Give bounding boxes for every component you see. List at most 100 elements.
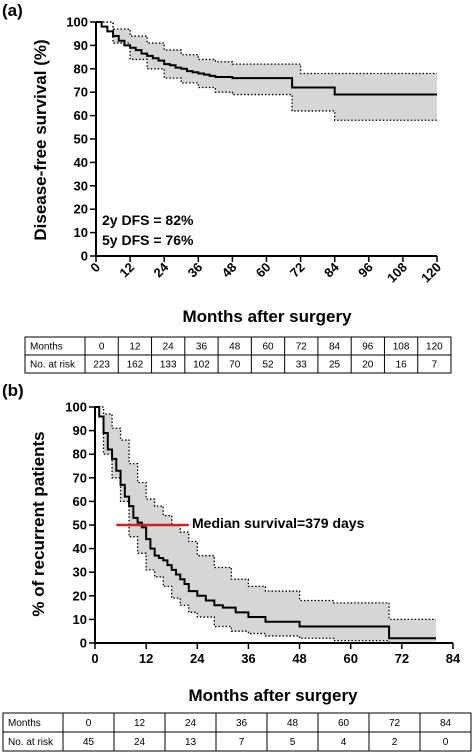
risk-table-month: 72	[389, 718, 401, 729]
y-axis-title: Disease-free survival (%)	[31, 39, 50, 240]
y-tick-label: 10	[73, 612, 87, 627]
risk-table-row-label: No. at risk	[30, 360, 76, 371]
risk-table-at-risk: 13	[185, 737, 197, 748]
panel-a: (a) 0 10 20 30 40 50 60 70 80 90 100 0 12 24 36 48 60 72 8…	[2, 1, 452, 374]
annotation-median-survival: Median survival=379 days	[192, 515, 365, 531]
risk-table-month: 24	[163, 342, 175, 353]
risk-table-month: 60	[338, 718, 350, 729]
y-tick-label: 20	[73, 588, 87, 603]
y-tick-label: 100	[65, 400, 87, 415]
ci-band	[95, 407, 436, 643]
risk-table-at-risk: 16	[396, 360, 408, 371]
risk-table-row-label: No. at risk	[8, 737, 54, 748]
axes: 0 10 20 30 40 50 60 70 80 90 100 0 12 24 36 48 60 72 84	[65, 400, 461, 667]
risk-table-month: 12	[134, 718, 146, 729]
y-tick-label: 60	[74, 108, 88, 123]
y-tick-label: 50	[74, 132, 88, 147]
y-tick-label: 100	[66, 15, 88, 30]
x-tick-label: 36	[185, 260, 206, 281]
x-tick-label: 12	[139, 651, 153, 666]
upper-ci-line	[96, 21, 437, 75]
risk-table-at-risk: 162	[127, 360, 144, 371]
risk-table-month: 36	[236, 718, 248, 729]
x-tick-label: 72	[287, 260, 308, 281]
survival-curves	[96, 21, 437, 121]
risk-table-at-risk: 70	[229, 360, 241, 371]
risk-table-at-risk: 0	[443, 737, 449, 748]
x-tick-label: 108	[384, 260, 410, 286]
y-tick-label: 50	[73, 518, 87, 533]
risk-table-at-risk: 5	[290, 737, 296, 748]
y-tick-label: 30	[73, 565, 87, 580]
y-tick-label: 80	[73, 447, 87, 462]
x-tick-label: 84	[446, 651, 461, 666]
lower-ci-line	[96, 21, 437, 121]
annotation-2y-dfs: 2y DFS = 82%	[102, 212, 194, 228]
x-tick-label: 60	[253, 260, 274, 281]
x-tick-label: 36	[241, 651, 255, 666]
y-tick-label: 90	[73, 423, 87, 438]
y-tick-label: 10	[74, 225, 88, 240]
x-tick-label: 48	[219, 260, 240, 281]
risk-table-at-risk: 33	[296, 360, 308, 371]
risk-table-month: 96	[362, 342, 374, 353]
y-tick-label: 70	[73, 470, 87, 485]
risk-table-month: 72	[296, 342, 308, 353]
risk-table-at-risk: 7	[239, 737, 245, 748]
survival-curves	[95, 406, 436, 644]
x-axis-title: Months after surgery	[188, 686, 358, 705]
x-tick-label: 96	[355, 260, 376, 281]
risk-table-at-risk: 7	[432, 360, 438, 371]
x-tick-label: 84	[321, 259, 342, 280]
risk-table-at-risk: 20	[362, 360, 374, 371]
risk-table-at-risk: 52	[262, 360, 274, 371]
risk-table-month: 24	[185, 718, 197, 729]
risk-table-at-risk: 133	[160, 360, 177, 371]
ci-band-fill	[95, 407, 436, 643]
y-tick-label: 40	[73, 541, 87, 556]
km-estimate-line	[95, 406, 436, 640]
risk-table-month: 48	[229, 342, 241, 353]
y-tick-label: 90	[74, 38, 88, 53]
y-tick-label: 0	[81, 249, 88, 264]
y-tick-label: 70	[74, 85, 88, 100]
risk-table-month: 108	[393, 342, 410, 353]
risk-table-month: 0	[86, 718, 92, 729]
risk-table-header-label: Months	[30, 342, 63, 353]
x-tick-label: 72	[395, 651, 409, 666]
risk-table: Months No. at risk 0 223 12 162 24 133 36 102 48 70…	[24, 336, 452, 374]
y-tick-label: 30	[74, 178, 88, 193]
risk-table: Months No. at risk 0 45 12 24 24 13 36 7 48 5 60 4 72 2…	[2, 712, 472, 752]
risk-table-month: 12	[129, 342, 141, 353]
x-tick-label: 120	[418, 260, 444, 286]
x-tick-label: 0	[91, 651, 98, 666]
x-tick-label: 24	[150, 259, 171, 280]
y-tick-label: 20	[74, 202, 88, 217]
y-tick-label: 80	[74, 61, 88, 76]
risk-table-month: 0	[99, 342, 105, 353]
ci-band	[96, 22, 437, 121]
y-tick-label: 0	[80, 636, 87, 651]
x-tick-label: 60	[343, 651, 357, 666]
km-estimate-line	[96, 21, 437, 96]
risk-table-at-risk: 25	[329, 360, 341, 371]
risk-table-month: 36	[196, 342, 208, 353]
x-axis-title: Months after surgery	[182, 307, 352, 326]
risk-table-month: 84	[440, 718, 452, 729]
risk-table-header-label: Months	[8, 718, 41, 729]
risk-table-month: 48	[287, 718, 299, 729]
risk-table-at-risk: 45	[83, 737, 95, 748]
risk-table-at-risk: 223	[93, 360, 110, 371]
x-tick-label: 48	[292, 651, 306, 666]
risk-table-month: 60	[262, 342, 274, 353]
panel-a-label: (a)	[2, 1, 23, 20]
upper-ci-line	[95, 406, 436, 621]
annotation-5y-dfs: 5y DFS = 76%	[102, 232, 194, 248]
y-tick-label: 60	[73, 494, 87, 509]
ci-band-fill	[96, 22, 437, 121]
x-tick-label: 12	[116, 260, 137, 281]
risk-table-month: 120	[426, 342, 443, 353]
risk-table-at-risk: 4	[341, 737, 347, 748]
